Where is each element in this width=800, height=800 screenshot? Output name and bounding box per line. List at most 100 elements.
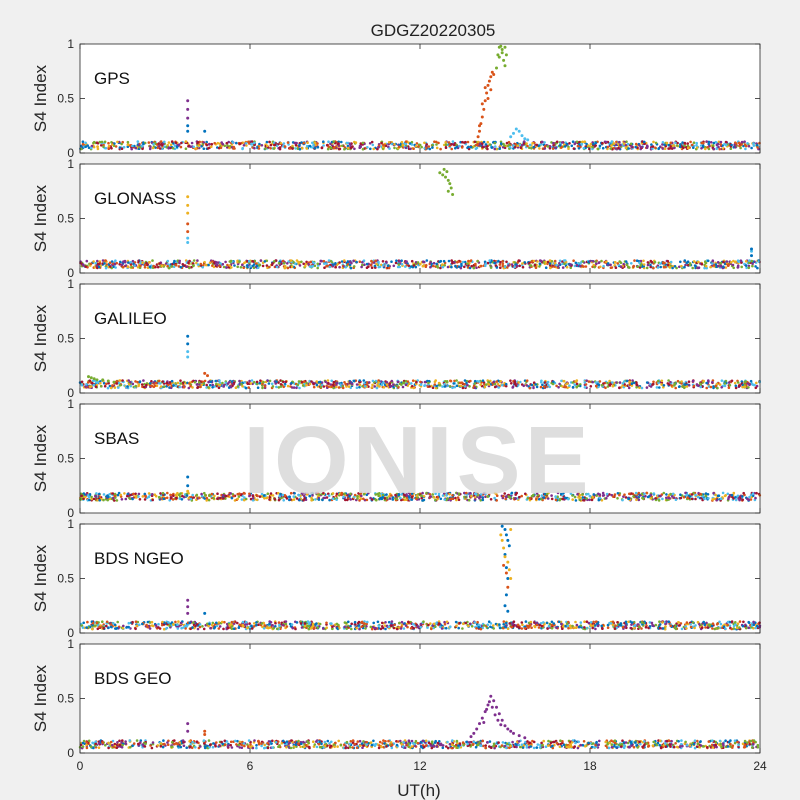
noise-point — [548, 259, 552, 262]
noise-point — [300, 141, 303, 144]
data-point — [503, 45, 507, 49]
data-point — [186, 116, 190, 120]
data-point — [89, 376, 93, 380]
noise-point — [489, 266, 493, 269]
noise-point — [756, 266, 759, 270]
noise-point — [626, 142, 630, 146]
data-point — [446, 178, 450, 182]
noise-point — [712, 491, 715, 495]
noise-point — [598, 493, 602, 496]
plot-area — [80, 164, 760, 273]
noise-point — [652, 492, 656, 495]
noise-point — [396, 380, 400, 384]
noise-point — [727, 381, 731, 384]
noise-point — [219, 262, 222, 265]
noise-point — [528, 261, 531, 265]
data-point — [442, 167, 446, 171]
noise-point — [305, 144, 309, 148]
noise-point — [635, 498, 638, 502]
data-point — [444, 175, 447, 179]
noise-point — [481, 145, 485, 149]
noise-point — [439, 147, 442, 151]
noise-point — [302, 262, 306, 266]
noise-point — [707, 497, 710, 500]
noise-point — [126, 494, 129, 498]
noise-point — [397, 145, 401, 149]
noise-point — [216, 261, 220, 264]
noise-point — [175, 496, 178, 500]
noise-point — [167, 266, 171, 270]
noise-point — [719, 140, 723, 144]
noise-point — [158, 144, 161, 148]
noise-point — [176, 381, 180, 385]
noise-point — [400, 383, 403, 386]
noise-point — [643, 140, 646, 144]
noise-point — [205, 140, 208, 144]
noise-point — [670, 384, 673, 387]
noise-point — [231, 141, 234, 144]
noise-point — [410, 143, 414, 146]
data-point — [497, 55, 501, 59]
noise-point — [392, 383, 395, 386]
noise-point — [404, 383, 408, 387]
data-point — [496, 53, 500, 57]
data-point — [492, 73, 496, 76]
data-point — [482, 107, 486, 111]
noise-point — [681, 141, 684, 144]
noise-point — [481, 379, 485, 383]
noise-point — [138, 146, 142, 149]
noise-point — [143, 266, 147, 269]
noise-point — [247, 260, 251, 263]
noise-point — [594, 141, 598, 145]
noise-point — [528, 146, 531, 150]
noise-point — [534, 383, 537, 386]
noise-point — [754, 386, 758, 390]
noise-point — [238, 379, 241, 383]
noise-point — [262, 380, 265, 384]
noise-point — [222, 493, 225, 497]
noise-point — [450, 143, 453, 146]
noise-point — [709, 265, 712, 269]
noise-point — [238, 260, 241, 263]
noise-point — [642, 263, 646, 266]
noise-point — [106, 386, 110, 390]
noise-point — [484, 143, 488, 146]
noise-point — [384, 144, 388, 147]
noise-point — [635, 386, 638, 389]
noise-point — [434, 379, 438, 382]
data-point — [512, 131, 515, 135]
noise-point — [106, 498, 109, 502]
noise-point — [224, 260, 227, 264]
noise-point — [493, 141, 497, 145]
noise-point — [472, 266, 476, 270]
noise-point — [706, 259, 710, 263]
noise-point — [583, 386, 587, 389]
noise-point — [388, 382, 392, 385]
noise-point — [107, 141, 110, 145]
noise-point — [711, 381, 714, 384]
noise-point — [475, 266, 478, 270]
noise-point — [618, 493, 621, 497]
y-axis-label: S4 Index — [31, 304, 50, 372]
noise-point — [651, 383, 654, 386]
noise-point — [750, 259, 753, 263]
data-point — [489, 88, 493, 92]
noise-point — [490, 146, 494, 149]
noise-point — [242, 266, 245, 270]
noise-point — [283, 262, 286, 265]
noise-point — [599, 265, 602, 269]
noise-point — [337, 386, 341, 389]
noise-band — [79, 140, 761, 151]
noise-point — [410, 259, 414, 263]
noise-point — [575, 140, 579, 144]
noise-point — [109, 265, 112, 268]
noise-point — [121, 379, 124, 382]
noise-point — [104, 259, 107, 262]
noise-point — [122, 260, 125, 263]
noise-point — [589, 259, 592, 263]
noise-point — [163, 140, 166, 144]
noise-point — [526, 144, 529, 148]
noise-point — [581, 140, 584, 144]
data-point — [446, 189, 450, 193]
noise-point — [584, 265, 588, 268]
